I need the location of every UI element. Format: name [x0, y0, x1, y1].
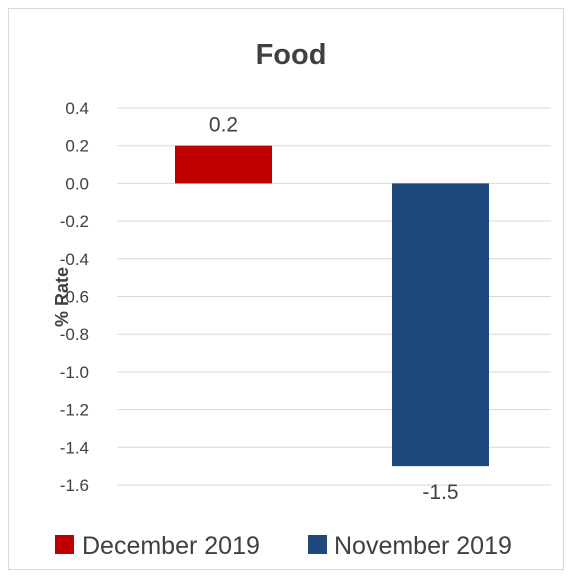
y-tick-label: -0.6 [60, 288, 89, 307]
bar-2 [392, 183, 489, 467]
y-tick-label: 0.2 [65, 137, 89, 156]
y-tick-label: -0.4 [60, 250, 89, 269]
y-tick-label: 0.0 [65, 174, 89, 193]
y-tick-label: -1.6 [60, 476, 89, 495]
y-axis-label: % Rate [52, 267, 72, 327]
chart-title: Food [256, 39, 327, 71]
data-label: -1.5 [422, 481, 458, 504]
legend-swatch [308, 535, 327, 554]
y-tick-label: -1.0 [60, 363, 89, 382]
bars [175, 145, 489, 467]
legend-label: November 2019 [334, 532, 512, 560]
y-tick-label: -0.8 [60, 325, 89, 344]
bar-1 [175, 145, 272, 184]
data-label: 0.2 [209, 114, 238, 137]
legend: December 2019 November 2019 [55, 532, 512, 560]
y-tick-label: -1.2 [60, 401, 89, 420]
y-tick-label: -0.2 [60, 212, 89, 231]
data-labels: 0.2 -1.5 [209, 114, 459, 504]
legend-label: December 2019 [82, 532, 260, 560]
y-tick-label: -1.4 [60, 438, 89, 457]
y-tick-label: 0.4 [65, 99, 89, 118]
y-axis-ticks: 0.4 0.2 0.0 -0.2 -0.4 -0.6 -0.8 -1.0 -1.2 -1.4 -1.… [60, 99, 89, 495]
legend-swatch [55, 535, 74, 554]
